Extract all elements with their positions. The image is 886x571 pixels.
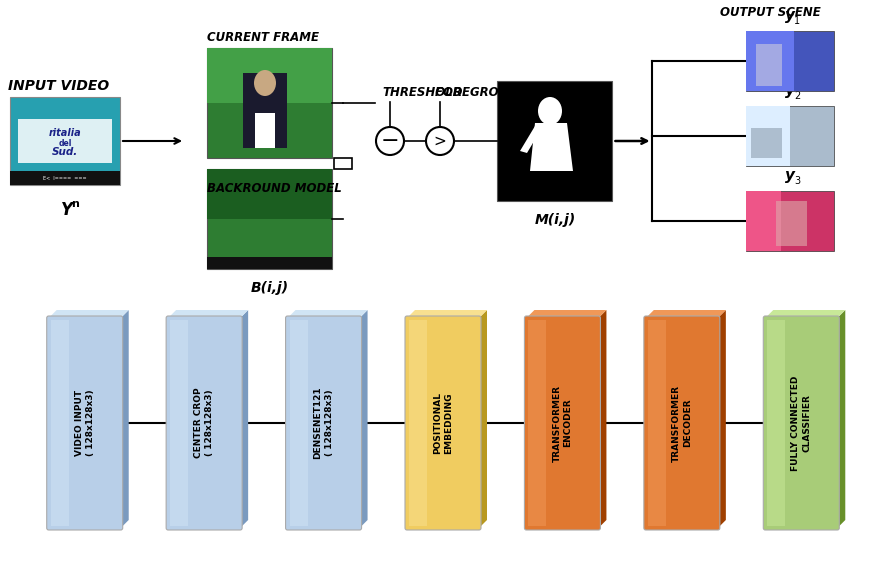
Polygon shape	[526, 310, 606, 318]
Bar	[10, 97, 120, 185]
Bar	[10, 171, 120, 185]
Polygon shape	[120, 310, 128, 528]
Bar	[243, 73, 287, 148]
Bar	[776, 201, 807, 246]
FancyBboxPatch shape	[644, 316, 719, 530]
Bar	[207, 169, 332, 219]
Circle shape	[376, 127, 404, 155]
Text: n: n	[71, 199, 79, 209]
FancyBboxPatch shape	[525, 316, 601, 530]
Text: E<  I====  ===: E< I==== ===	[43, 175, 87, 180]
Bar	[51, 320, 69, 526]
Bar	[18, 119, 112, 163]
FancyBboxPatch shape	[763, 316, 839, 530]
Text: INPUT VIDEO: INPUT VIDEO	[8, 79, 109, 93]
Text: −: −	[381, 131, 400, 151]
Polygon shape	[530, 123, 573, 171]
Text: VIDEO INPUT
( 128x128x3): VIDEO INPUT ( 128x128x3)	[74, 389, 95, 456]
Text: TRANSFORMER
ENCODER: TRANSFORMER ENCODER	[552, 384, 572, 461]
Ellipse shape	[254, 70, 276, 96]
Bar	[746, 191, 781, 251]
Text: del: del	[58, 139, 72, 147]
FancyBboxPatch shape	[167, 316, 242, 530]
Bar	[290, 320, 307, 526]
Text: 2: 2	[794, 91, 800, 101]
Bar	[751, 128, 781, 158]
Text: BACKROUND MODEL: BACKROUND MODEL	[207, 182, 342, 195]
Bar	[207, 48, 332, 103]
Bar	[207, 169, 332, 269]
FancyBboxPatch shape	[405, 316, 481, 530]
Bar	[746, 106, 790, 166]
Text: M(i,j): M(i,j)	[534, 213, 576, 227]
Polygon shape	[520, 126, 540, 153]
Circle shape	[426, 127, 454, 155]
Text: ritalia: ritalia	[49, 128, 82, 138]
Text: B(i,j): B(i,j)	[251, 281, 289, 295]
Polygon shape	[646, 310, 726, 318]
Bar	[767, 320, 785, 526]
Bar	[746, 31, 834, 91]
Bar	[756, 44, 782, 86]
Polygon shape	[168, 310, 248, 318]
Bar	[746, 191, 834, 251]
Text: DENSENET121
( 128x128x3): DENSENET121 ( 128x128x3)	[314, 387, 334, 459]
Text: >: >	[433, 134, 447, 148]
Text: FOREGROUND MASK: FOREGROUND MASK	[435, 86, 571, 99]
Bar	[409, 320, 427, 526]
Text: y: y	[785, 168, 795, 183]
Text: 3: 3	[794, 176, 800, 186]
Bar	[170, 320, 188, 526]
Bar	[746, 31, 795, 91]
Polygon shape	[288, 310, 368, 318]
Polygon shape	[479, 310, 487, 528]
Bar	[255, 113, 275, 148]
Bar	[648, 320, 666, 526]
Polygon shape	[407, 310, 487, 318]
Text: I(i,j): I(i,j)	[253, 170, 286, 184]
Text: TRANSFORMER
DECODER: TRANSFORMER DECODER	[672, 384, 692, 461]
Bar	[498, 81, 612, 201]
Text: 1: 1	[794, 16, 800, 26]
Text: CURRENT FRAME: CURRENT FRAME	[207, 31, 320, 44]
Bar	[528, 320, 547, 526]
Text: OUTPUT SCENE: OUTPUT SCENE	[720, 6, 820, 19]
Bar	[207, 257, 332, 269]
Text: Y: Y	[61, 201, 73, 219]
Polygon shape	[837, 310, 845, 528]
Polygon shape	[360, 310, 368, 528]
Bar	[746, 106, 834, 166]
Text: CENTER CROP
( 128x128x3): CENTER CROP ( 128x128x3)	[194, 388, 214, 459]
Text: Sud.: Sud.	[52, 147, 78, 157]
Text: POSITIONAL
EMBEDDING: POSITIONAL EMBEDDING	[433, 392, 453, 454]
Polygon shape	[718, 310, 726, 528]
Ellipse shape	[538, 97, 562, 125]
Polygon shape	[240, 310, 248, 528]
FancyBboxPatch shape	[285, 316, 361, 530]
Bar	[335, 158, 353, 169]
Text: y: y	[785, 8, 795, 23]
FancyBboxPatch shape	[47, 316, 123, 530]
Bar	[207, 48, 332, 158]
Polygon shape	[49, 310, 128, 318]
Text: THRESHOLD: THRESHOLD	[382, 86, 462, 99]
Polygon shape	[766, 310, 845, 318]
Polygon shape	[598, 310, 606, 528]
Text: FULLY CONNECTED
CLASSIFIER: FULLY CONNECTED CLASSIFIER	[791, 375, 812, 471]
Text: y: y	[785, 83, 795, 98]
